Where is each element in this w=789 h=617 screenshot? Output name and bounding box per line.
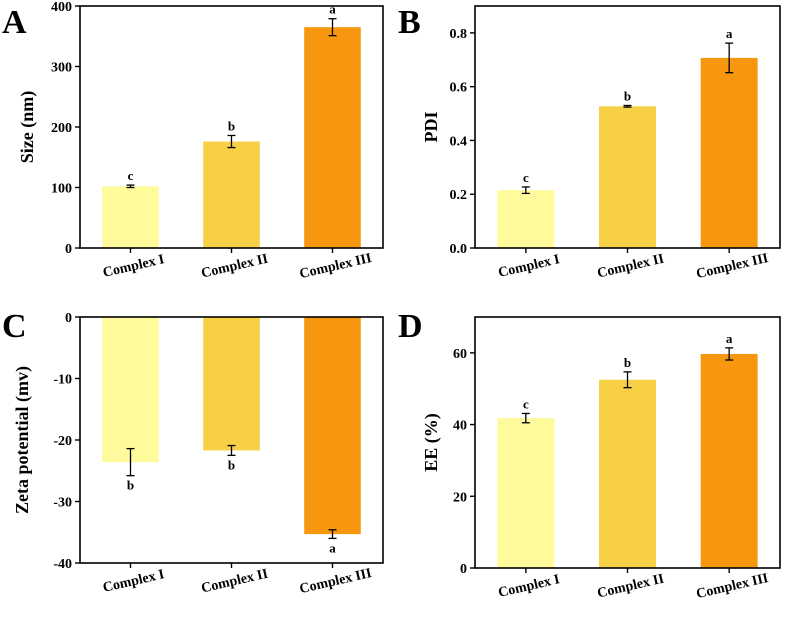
significance-label: b [228,118,235,133]
bar [497,190,555,248]
bar [700,353,758,568]
panel-c: C b Complex I b Complex II a Complex III -40 -3… [2,308,384,597]
panel-letter: D [398,308,423,345]
y-tick-label: 100 [51,182,72,197]
x-tick-label: Complex III [695,571,770,602]
bar [497,418,555,568]
y-tick-label: 0 [460,562,467,577]
y-tick-label: -20 [53,434,72,449]
panel-a: A c Complex I b Complex II a Complex III 0 100 2… [2,0,384,282]
panel-letter: C [2,308,27,345]
bar [599,106,656,248]
x-tick-label: Complex I [497,252,561,281]
significance-label: c [128,168,134,183]
bar [700,57,758,249]
y-tick-label: 0.4 [450,134,468,149]
panel-d: D c Complex I b Complex II a Complex III 0 20 40… [398,308,781,602]
significance-label: a [726,26,733,41]
x-tick-label: Complex II [596,572,666,602]
y-axis-title: EE (%) [421,413,442,472]
bar [304,27,361,248]
x-tick-label: Complex I [102,567,166,596]
y-tick-label: 0.8 [450,27,468,42]
y-tick-label: 20 [453,490,467,505]
x-tick-label: Complex III [298,251,373,282]
y-tick-label: 0 [65,311,72,326]
y-tick-label: 200 [51,121,72,136]
significance-label: a [329,2,336,17]
bar [304,317,361,535]
y-tick-label: 300 [51,61,72,76]
y-tick-label: -10 [53,373,72,388]
panel-b: B c Complex I b Complex II a Complex III 0.0 0.… [398,4,781,282]
significance-label: a [329,540,336,555]
y-tick-label: 0.0 [450,242,468,257]
y-axis-title: Size (nm) [17,91,38,163]
x-tick-label: Complex I [497,572,561,601]
y-tick-label: 40 [453,419,467,434]
y-tick-label: 0 [65,242,72,257]
plot-frame [474,5,781,249]
significance-label: b [127,478,134,493]
y-tick-label: -30 [53,496,72,511]
bar [102,186,159,248]
plot-frame [79,316,384,564]
y-axis-title: PDI [421,112,441,143]
bar [203,141,260,248]
x-tick-label: Complex III [298,566,373,597]
significance-label: b [228,457,235,472]
significance-label: c [523,396,529,411]
x-tick-label: Complex II [200,567,270,597]
y-tick-label: 400 [51,0,72,15]
x-tick-label: Complex II [596,252,666,282]
bar [203,317,260,451]
panel-letter: A [2,4,27,41]
bar [599,379,656,568]
y-tick-label: 0.6 [450,81,468,96]
y-tick-label: 0.2 [450,188,468,203]
y-axis-title: Zeta potential (mv) [12,366,33,514]
plot-frame [474,316,781,569]
x-tick-label: Complex I [102,252,166,281]
bar [102,317,159,463]
significance-label: c [523,170,529,185]
significance-label: b [624,355,631,370]
plot-frame [79,5,384,249]
x-tick-label: Complex II [200,252,270,282]
x-tick-label: Complex III [695,251,770,282]
significance-label: a [726,331,733,346]
y-tick-label: -40 [53,557,72,572]
panel-letter: B [398,4,421,41]
significance-label: b [624,88,631,103]
y-tick-label: 60 [453,347,467,362]
